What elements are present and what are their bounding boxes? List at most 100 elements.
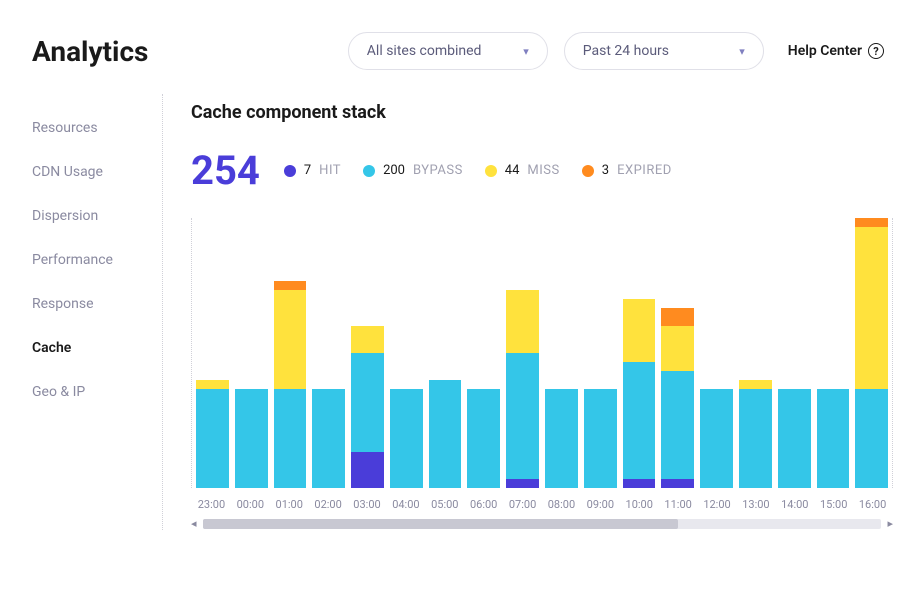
chart-bar[interactable] [623, 299, 656, 488]
chart-title: Cache component stack [191, 102, 893, 123]
bar-segment-miss [351, 326, 384, 353]
bar-segment-hit [623, 479, 656, 488]
sidebar-item-response[interactable]: Response [32, 282, 142, 326]
bar-segment-bypass [390, 389, 423, 488]
legend-item-miss[interactable]: 44MISS [485, 163, 560, 178]
chart-bar[interactable] [739, 380, 772, 488]
bar-segment-miss [623, 299, 656, 362]
bar-segment-bypass [623, 362, 656, 479]
x-tick-label: 14:00 [778, 498, 811, 511]
chart-bar[interactable] [312, 389, 345, 488]
bar-segment-expired [855, 218, 888, 227]
time-filter-dropdown[interactable]: Past 24 hours ▾ [564, 32, 764, 70]
chart-bar[interactable] [584, 389, 617, 488]
bar-segment-miss [274, 290, 307, 389]
time-filter-label: Past 24 hours [583, 43, 669, 59]
legend-swatch [485, 165, 497, 177]
x-tick-label: 12:00 [701, 498, 734, 511]
bar-segment-miss [661, 326, 694, 371]
chevron-down-icon: ▾ [739, 45, 745, 58]
chart-bar[interactable] [817, 389, 850, 488]
bar-segment-bypass [739, 389, 772, 488]
sidebar-item-cache[interactable]: Cache [32, 326, 142, 370]
bar-segment-bypass [467, 389, 500, 488]
chart-bar[interactable] [855, 218, 888, 488]
sidebar-item-performance[interactable]: Performance [32, 238, 142, 282]
legend-label: EXPIRED [617, 163, 672, 178]
help-icon: ? [868, 43, 884, 59]
x-tick-label: 05:00 [428, 498, 461, 511]
legend-swatch [363, 165, 375, 177]
legend-label: HIT [319, 163, 341, 178]
scroll-thumb[interactable] [203, 519, 678, 529]
x-tick-label: 15:00 [817, 498, 850, 511]
x-tick-label: 09:00 [584, 498, 617, 511]
scroll-left-icon[interactable]: ◂ [191, 517, 197, 530]
sidebar-item-dispersion[interactable]: Dispersion [32, 194, 142, 238]
bar-segment-hit [661, 479, 694, 488]
chart-bar[interactable] [545, 389, 578, 488]
legend-value: 200 [383, 163, 405, 178]
chart-bar[interactable] [196, 380, 229, 488]
legend-value: 3 [602, 163, 609, 178]
legend-label: BYPASS [413, 163, 463, 178]
x-tick-label: 03:00 [351, 498, 384, 511]
sidebar-item-resources[interactable]: Resources [32, 106, 142, 150]
bar-segment-bypass [312, 389, 345, 488]
x-tick-label: 06:00 [467, 498, 500, 511]
chart-bar[interactable] [390, 389, 423, 488]
bar-segment-bypass [545, 389, 578, 488]
x-tick-label: 01:00 [273, 498, 306, 511]
bar-segment-bypass [661, 371, 694, 479]
chart-bar[interactable] [274, 281, 307, 488]
legend-item-hit[interactable]: 7HIT [284, 163, 341, 178]
bar-segment-bypass [274, 389, 307, 488]
x-tick-label: 10:00 [623, 498, 656, 511]
bar-segment-expired [274, 281, 307, 290]
scroll-right-icon[interactable]: ▸ [887, 517, 893, 530]
x-tick-label: 13:00 [739, 498, 772, 511]
legend-item-bypass[interactable]: 200 BYPASS [363, 163, 463, 178]
chart-bar[interactable] [235, 389, 268, 488]
bar-segment-hit [351, 452, 384, 488]
legend-item-expired[interactable]: 3 EXPIRED [582, 163, 672, 178]
cache-stack-chart [191, 218, 893, 488]
x-tick-label: 00:00 [234, 498, 267, 511]
bar-segment-miss [506, 290, 539, 353]
chart-bar[interactable] [429, 380, 462, 488]
x-tick-label: 16:00 [856, 498, 889, 511]
chart-bar[interactable] [661, 308, 694, 488]
chart-bar[interactable] [700, 389, 733, 488]
chevron-down-icon: ▾ [523, 45, 529, 58]
page-title: Analytics [32, 35, 148, 68]
bar-segment-expired [661, 308, 694, 326]
chart-bar[interactable] [351, 326, 384, 488]
x-tick-label: 04:00 [389, 498, 422, 511]
bar-segment-bypass [429, 380, 462, 488]
chart-bar[interactable] [778, 389, 811, 488]
bar-segment-bypass [584, 389, 617, 488]
bar-segment-hit [506, 479, 539, 488]
sidebar: ResourcesCDN UsageDispersionPerformanceR… [32, 94, 142, 530]
bar-segment-miss [196, 380, 229, 389]
help-center-label: Help Center [788, 43, 862, 59]
chart-scrollbar[interactable]: ◂ ▸ [191, 517, 893, 530]
x-tick-label: 07:00 [506, 498, 539, 511]
sidebar-item-geo-ip[interactable]: Geo & IP [32, 370, 142, 414]
bar-segment-bypass [700, 389, 733, 488]
site-filter-dropdown[interactable]: All sites combined ▾ [348, 32, 548, 70]
bar-segment-miss [739, 380, 772, 389]
help-center-link[interactable]: Help Center ? [788, 43, 884, 59]
scroll-track[interactable] [203, 519, 882, 529]
legend-swatch [284, 165, 296, 177]
sidebar-item-cdn-usage[interactable]: CDN Usage [32, 150, 142, 194]
total-metric: 254 [191, 147, 260, 194]
bar-segment-bypass [817, 389, 850, 488]
chart-bar[interactable] [467, 389, 500, 488]
bar-segment-bypass [506, 353, 539, 479]
chart-bar[interactable] [506, 290, 539, 488]
chart-legend: 7HIT 200 BYPASS 44MISS 3 EXPIRED [284, 163, 672, 178]
x-tick-label: 02:00 [312, 498, 345, 511]
x-tick-label: 11:00 [662, 498, 695, 511]
bar-segment-bypass [235, 389, 268, 488]
